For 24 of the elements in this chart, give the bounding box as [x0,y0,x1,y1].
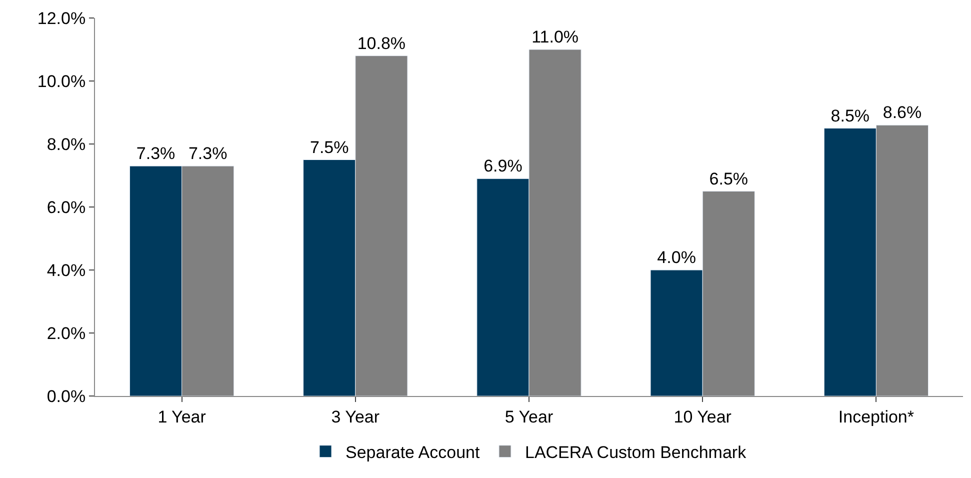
y-tick-label: 4.0% [46,260,86,280]
legend-label: Separate Account [346,442,480,462]
y-tick-label: 0.0% [46,386,86,406]
x-tick-label: 1 Year [158,407,206,426]
y-tick-label: 8.0% [46,134,86,154]
y-tick-label: 2.0% [46,324,86,343]
data-label: 8.5% [830,106,870,126]
y-tick-label: 10.0% [37,72,86,91]
legend-label: LACERA Custom Benchmark [524,442,747,462]
data-label: 7.3% [188,144,228,164]
data-label: 4.0% [657,248,696,267]
x-tick-label: 3 Year [331,407,380,426]
data-label: 8.6% [882,103,922,122]
x-tick-label: 5 Year [504,407,554,426]
data-label: 11.0% [532,28,579,46]
y-tick-label: 6.0% [46,198,86,217]
data-label: 10.8% [357,34,406,53]
y-tick-label: 12.0% [37,8,86,28]
x-tick-label: Inception* [838,407,914,426]
data-label: 7.5% [310,138,349,157]
data-label: 6.5% [709,169,748,188]
data-label: 6.9% [484,156,522,176]
data-label: 7.3% [136,144,176,164]
x-tick-label: 10 Year [674,407,732,426]
